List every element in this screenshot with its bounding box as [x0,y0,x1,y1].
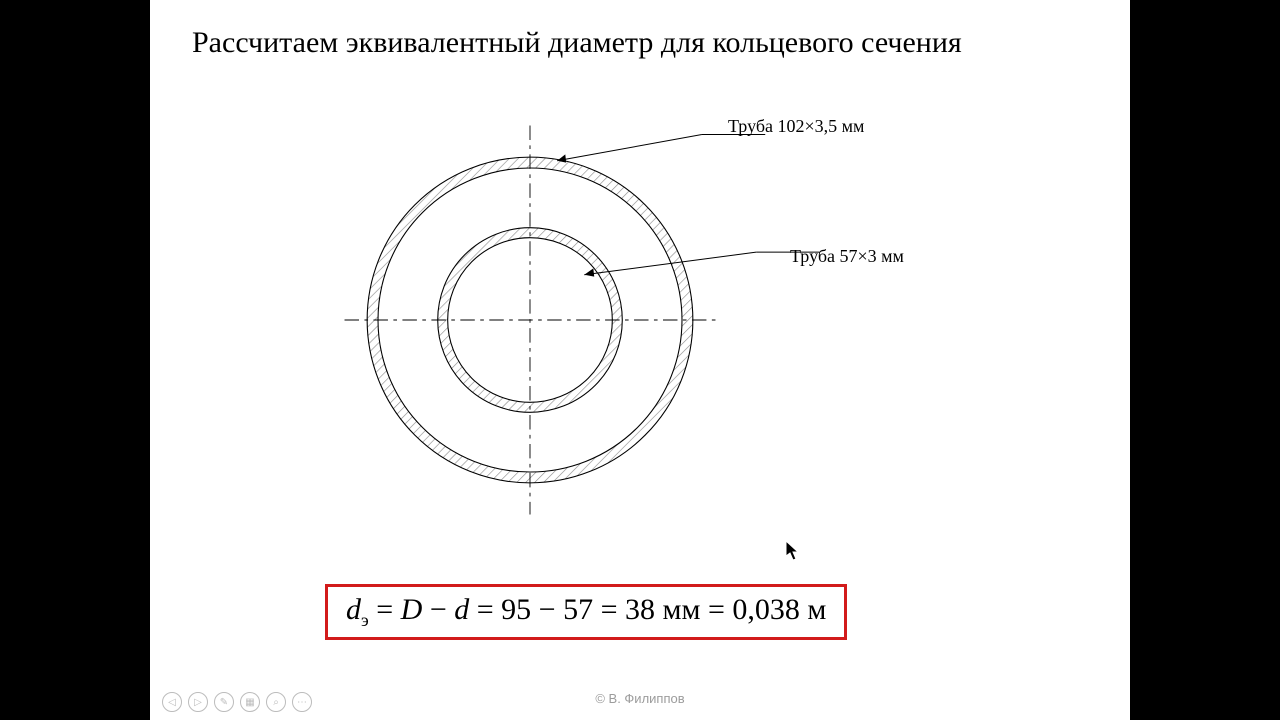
prev-slide-icon[interactable]: ◁ [162,692,182,712]
grid-icon[interactable]: ▦ [240,692,260,712]
slide-title: Рассчитаем эквивалентный диаметр для кол… [192,24,962,62]
more-icon[interactable]: ⋯ [292,692,312,712]
pen-icon[interactable]: ✎ [214,692,234,712]
outer-pipe-label: Труба 102×3,5 мм [728,116,864,137]
next-slide-icon[interactable]: ▷ [188,692,208,712]
cursor-icon [785,540,801,562]
var-D: D [401,593,423,626]
formula: dэ = D − d = 95 − 57 = 38 мм = 0,038 м [325,584,847,640]
var-d-e: dэ [346,593,369,626]
zoom-icon[interactable]: ⌕ [266,692,286,712]
annulus-diagram [350,130,710,510]
var-d: d [454,593,469,626]
slide-nav: ◁ ▷ ✎ ▦ ⌕ ⋯ [162,692,312,712]
inner-pipe-label: Труба 57×3 мм [790,246,904,267]
slide: Рассчитаем эквивалентный диаметр для кол… [150,0,1130,720]
